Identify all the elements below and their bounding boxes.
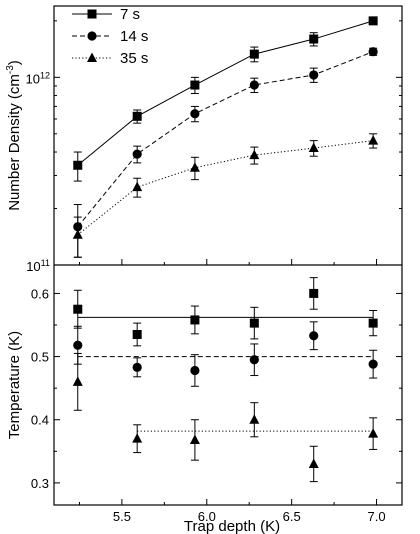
density-point-s0-p3 xyxy=(249,49,259,59)
density-point-s1-p1 xyxy=(132,149,142,159)
density-point-s1-p3 xyxy=(249,80,259,90)
density-y-tick-exponent-0: 11 xyxy=(41,258,50,268)
density-point-s2-p0 xyxy=(72,229,83,239)
legend-marker-1 xyxy=(87,31,97,41)
temperature-y-axis-title: Temperature (K) xyxy=(6,331,23,439)
density-point-s2-p2 xyxy=(189,162,200,172)
plot-frame xyxy=(53,5,403,506)
temperature-point-s0-p5 xyxy=(368,318,378,328)
legend-marker-2 xyxy=(87,52,97,62)
temperature-point-s0-p2 xyxy=(190,315,200,325)
density-point-s2-p3 xyxy=(249,149,260,160)
temperature-point-s1-p1 xyxy=(132,362,142,372)
temperature-point-s2-p4 xyxy=(308,458,319,468)
density-y-tick-exponent-1: 12 xyxy=(40,70,50,80)
temperature-point-s0-p1 xyxy=(132,329,142,339)
legend: 7 s 14 s 35 s xyxy=(72,6,148,67)
temperature-point-s2-p5 xyxy=(368,428,379,438)
temperature-point-s1-p3 xyxy=(249,355,259,365)
temperature-point-s1-p5 xyxy=(368,359,378,369)
x-tick-label-2: 6.5 xyxy=(283,509,301,524)
legend-marker-0 xyxy=(87,9,97,19)
density-point-s1-p4 xyxy=(309,70,319,80)
legend-label-1: 14 s xyxy=(120,28,148,45)
temperature-point-s2-p2 xyxy=(189,434,200,444)
x-axis-title: Trap depth (K) xyxy=(184,518,280,534)
temperature-y-tick-label-0: 0.3 xyxy=(31,476,49,491)
density-point-s0-p1 xyxy=(132,111,142,121)
density-y-axis-title: Number Density (cm-3) xyxy=(5,60,23,211)
legend-label-0: 7 s xyxy=(120,6,140,23)
plot-border xyxy=(53,5,403,506)
temperature-panel xyxy=(72,277,379,483)
temperature-point-s2-p1 xyxy=(132,433,143,443)
temperature-y-tick-label-2: 0.5 xyxy=(31,350,49,365)
temperature-point-s0-p4 xyxy=(309,288,319,298)
density-point-s0-p2 xyxy=(190,80,200,90)
density-y-tick-label-0: 1011 xyxy=(26,258,50,274)
density-panel xyxy=(72,16,379,258)
density-y-axis-title-exponent: -3 xyxy=(5,65,16,74)
density-point-s1-p5 xyxy=(368,47,378,57)
temperature-point-s0-p3 xyxy=(249,318,259,328)
density-y-tick-mantissa-1: 10 xyxy=(26,71,40,86)
temperature-point-s1-p0 xyxy=(73,340,83,350)
density-point-s0-p0 xyxy=(73,160,83,170)
temperature-y-tick-label-1: 0.4 xyxy=(31,413,49,428)
density-y-axis-title-suffix: ) xyxy=(6,60,23,65)
temperature-point-s2-p0 xyxy=(72,376,83,386)
density-y-axis-title-prefix: Number Density (cm xyxy=(6,74,23,211)
density-line-series-0 xyxy=(77,20,374,166)
x-tick-label-3: 7.0 xyxy=(367,509,385,524)
temperature-point-s0-p0 xyxy=(73,304,83,314)
density-point-s0-p4 xyxy=(309,34,319,44)
density-point-s2-p4 xyxy=(308,142,319,153)
temperature-point-s1-p2 xyxy=(190,365,200,376)
density-line-series-2 xyxy=(77,140,374,236)
density-y-tick-label-1: 1012 xyxy=(26,70,50,86)
density-point-s1-p2 xyxy=(190,109,200,119)
temperature-point-s1-p4 xyxy=(309,331,319,341)
density-point-s2-p1 xyxy=(132,181,143,192)
density-point-s0-p5 xyxy=(368,16,378,26)
temperature-point-s2-p3 xyxy=(249,414,260,424)
temperature-y-tick-label-3: 0.6 xyxy=(31,286,49,301)
legend-label-2: 35 s xyxy=(120,50,148,67)
x-tick-label-1: 6.0 xyxy=(198,509,216,524)
density-point-s2-p5 xyxy=(368,135,379,145)
density-line-series-1 xyxy=(77,51,374,228)
density-y-tick-mantissa-0: 10 xyxy=(26,259,40,274)
x-tick-label-0: 5.5 xyxy=(113,509,131,524)
